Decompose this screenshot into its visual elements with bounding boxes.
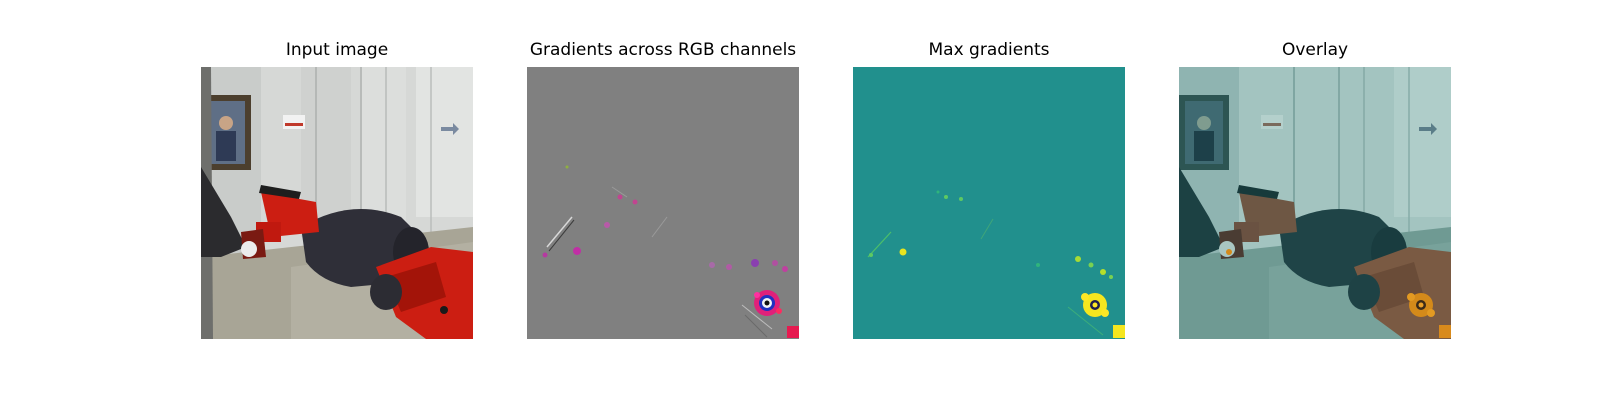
input-image-panel [201, 67, 473, 339]
rgb-gradients-panel [527, 67, 799, 339]
panel-title-max-gradients: Max gradients [928, 40, 1050, 60]
overlay-image [1179, 67, 1451, 339]
panel-title-overlay: Overlay [1281, 40, 1349, 60]
max-gradients-image [853, 67, 1125, 339]
panel-title-input: Input image [285, 40, 389, 60]
input-image [201, 67, 473, 339]
panel-title-rgb-gradients: Gradients across RGB channels [529, 40, 797, 60]
rgb-gradients-image [527, 67, 799, 339]
overlay-panel [1179, 67, 1451, 339]
max-gradients-panel [853, 67, 1125, 339]
